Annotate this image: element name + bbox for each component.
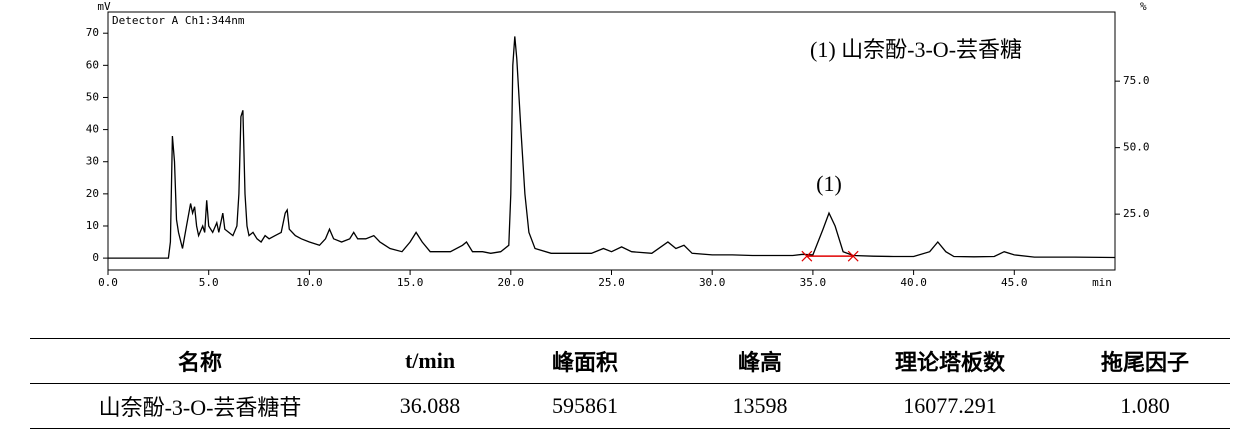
header-cell: 理论塔板数 [840,338,1060,384]
y2-tick-label: 50.0 [1123,141,1150,154]
x-tick-label: 30.0 [699,276,726,289]
x-axis-label: min [1092,276,1112,289]
results-table: 名称 t/min 峰面积 峰高 理论塔板数 拖尾因子 山奈酚-3-O-芸香糖苷 36.088… [30,338,1230,429]
table-cell: 16077.291 [840,383,1060,429]
header-cell: t/min [370,338,490,384]
table-cell: 山奈酚-3-O-芸香糖苷 [30,383,370,429]
x-tick-label: 15.0 [397,276,424,289]
y-axis-label: mV [97,0,111,13]
y2-tick-label: 25.0 [1123,207,1150,220]
header-cell: 峰高 [680,338,840,384]
x-tick-label: 35.0 [800,276,827,289]
y-tick-label: 0 [92,251,99,264]
peak-label: (1) [816,171,842,196]
x-tick-label: 0.0 [98,276,118,289]
y-tick-label: 70 [86,26,99,39]
y-tick-label: 30 [86,155,99,168]
y2-tick-label: 75.0 [1123,74,1150,87]
header-cell: 拖尾因子 [1060,338,1230,384]
x-tick-label: 10.0 [296,276,323,289]
table-cell: 13598 [680,383,840,429]
y-tick-label: 20 [86,187,99,200]
chart: Detector A Ch1:344nm mV % min (1) 山奈酚-3-… [86,0,1150,289]
x-tick-label: 5.0 [199,276,219,289]
legend-text: (1) 山奈酚-3-O-芸香糖 [810,37,1022,62]
header-cell: 名称 [30,338,370,384]
table-cell: 595861 [490,383,680,429]
y-tick-label: 10 [86,219,99,232]
data-row: 山奈酚-3-O-芸香糖苷 36.088 595861 13598 16077.291 1.… [30,383,1230,429]
header-row: 名称 t/min 峰面积 峰高 理论塔板数 拖尾因子 [30,338,1230,384]
y-tick-label: 50 [86,90,99,103]
y2-axis-label: % [1140,0,1147,13]
header-cell: 峰面积 [490,338,680,384]
chromatogram-line [108,36,1116,259]
y-tick-label: 40 [86,123,99,136]
table-cell: 36.088 [370,383,490,429]
y-tick-label: 60 [86,58,99,71]
x-tick-label: 45.0 [1001,276,1028,289]
integration-marker [847,250,859,262]
x-tick-label: 40.0 [900,276,927,289]
detector-label: Detector A Ch1:344nm [112,14,245,27]
table-cell: 1.080 [1060,383,1230,429]
x-tick-label: 25.0 [598,276,625,289]
integration-marker [801,250,813,262]
x-tick-label: 20.0 [498,276,525,289]
